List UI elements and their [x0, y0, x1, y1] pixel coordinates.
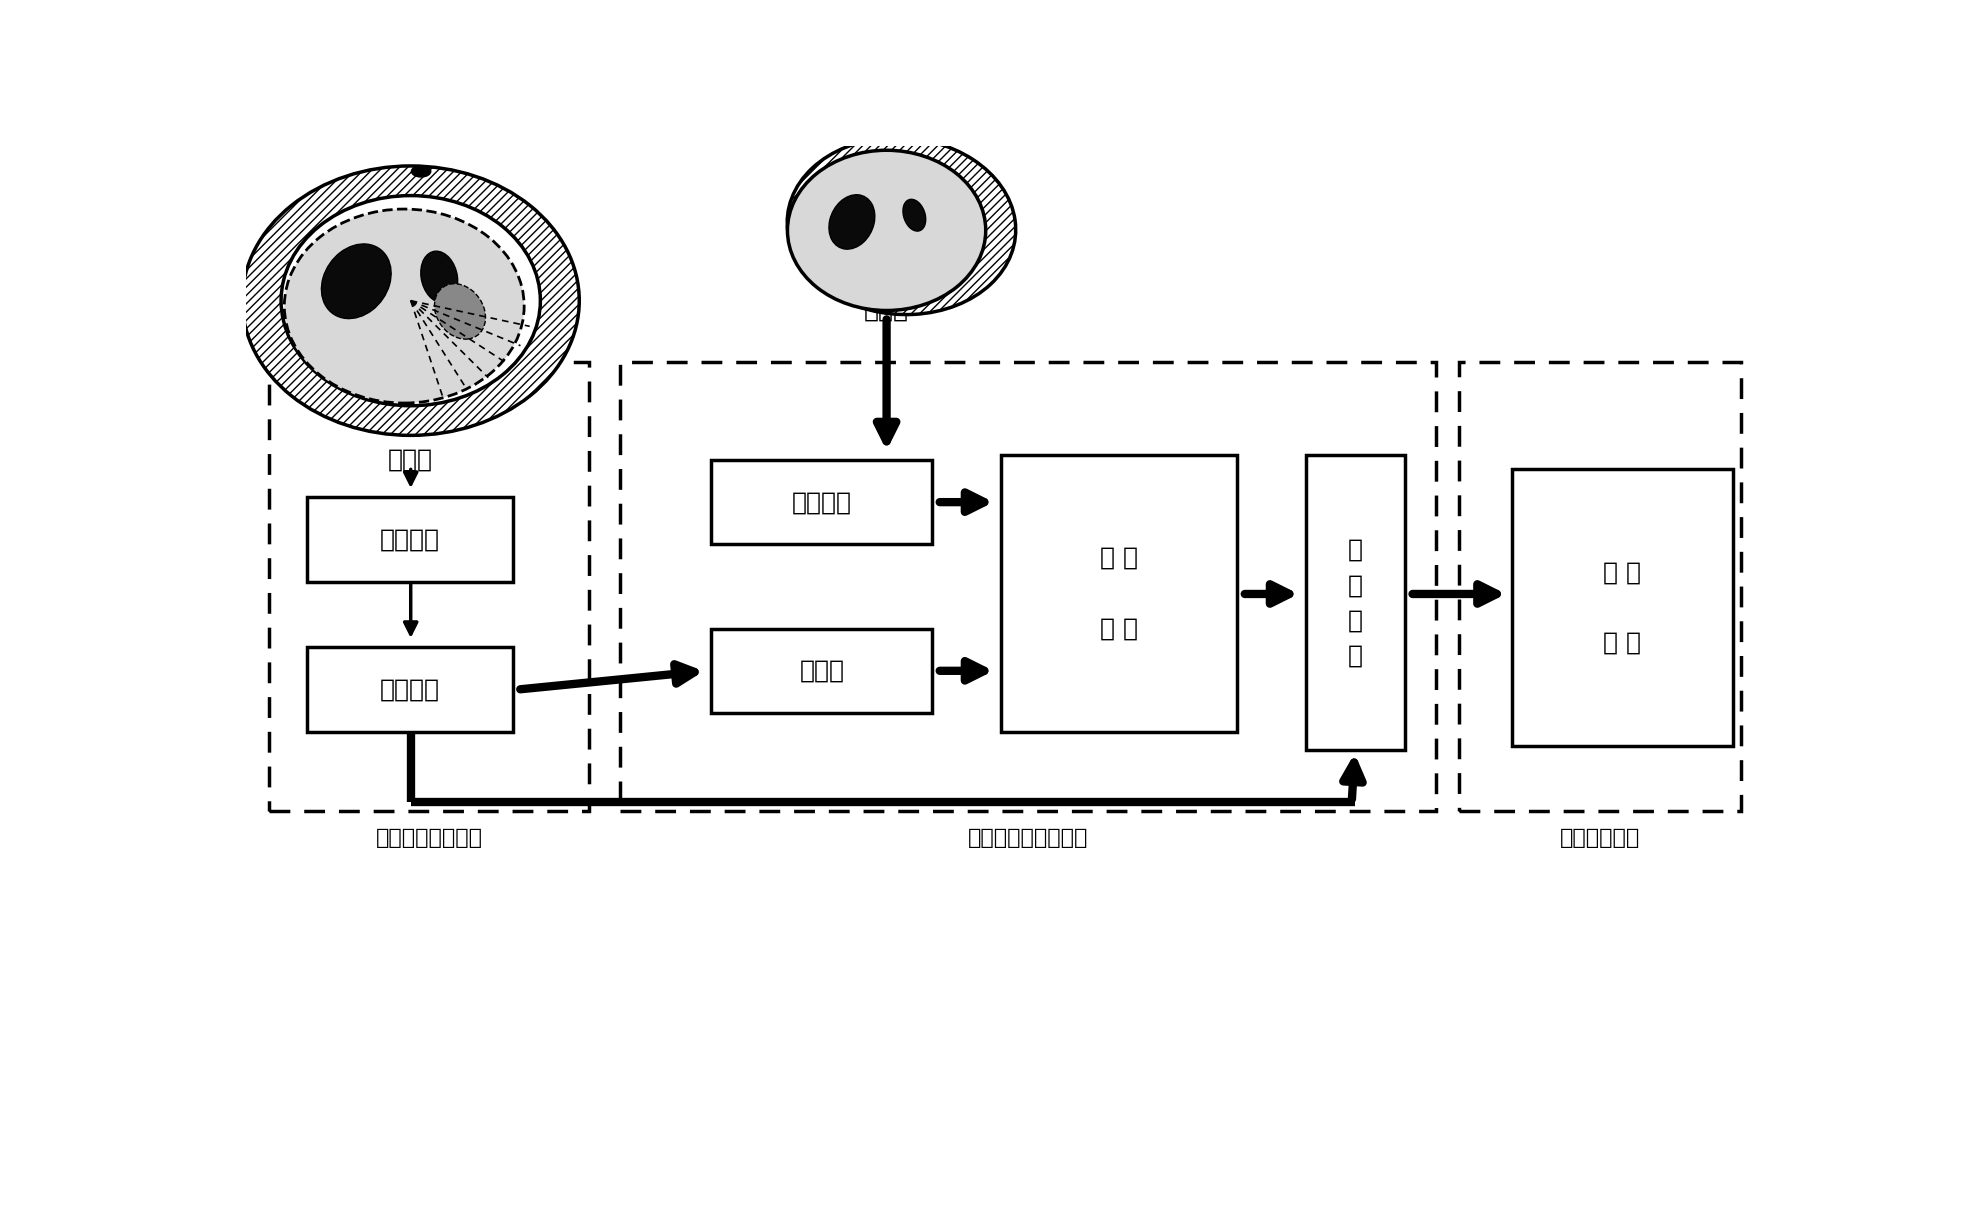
Ellipse shape	[903, 200, 925, 231]
Ellipse shape	[242, 166, 579, 436]
Ellipse shape	[435, 284, 486, 340]
Bar	[307, 498, 514, 582]
Ellipse shape	[787, 138, 1015, 314]
Text: 电阻抗断层成像系统: 电阻抗断层成像系统	[968, 829, 1088, 848]
Bar	[620, 361, 1437, 812]
Circle shape	[411, 166, 431, 178]
Bar	[1511, 470, 1734, 746]
Text: 图
像
融
合: 图 像 融 合	[1348, 538, 1364, 668]
Ellipse shape	[321, 243, 392, 319]
Text: 结构信息采集装置: 结构信息采集装置	[376, 829, 482, 848]
Bar	[710, 460, 933, 544]
Text: 图像输出装置: 图像输出装置	[1559, 829, 1639, 848]
Text: 结构成像: 结构成像	[380, 528, 441, 551]
Text: 图 像

重 构: 图 像 重 构	[1100, 546, 1138, 641]
Text: 阻抗测量: 阻抗测量	[791, 490, 852, 514]
Bar	[1002, 455, 1238, 731]
Text: 采集图像: 采集图像	[380, 678, 441, 701]
Bar	[710, 629, 933, 713]
Ellipse shape	[281, 196, 541, 405]
Ellipse shape	[829, 195, 876, 249]
Bar	[1458, 361, 1742, 812]
Bar	[1307, 455, 1405, 751]
Text: 图 像

输 出: 图 像 输 出	[1604, 560, 1641, 655]
Text: 待测体: 待测体	[388, 448, 433, 472]
Ellipse shape	[421, 251, 459, 303]
Bar	[270, 361, 588, 812]
Ellipse shape	[787, 150, 986, 310]
Text: 待测体: 待测体	[864, 298, 909, 323]
Text: 前处理: 前处理	[799, 658, 844, 683]
Bar	[307, 647, 514, 731]
Ellipse shape	[283, 209, 523, 403]
